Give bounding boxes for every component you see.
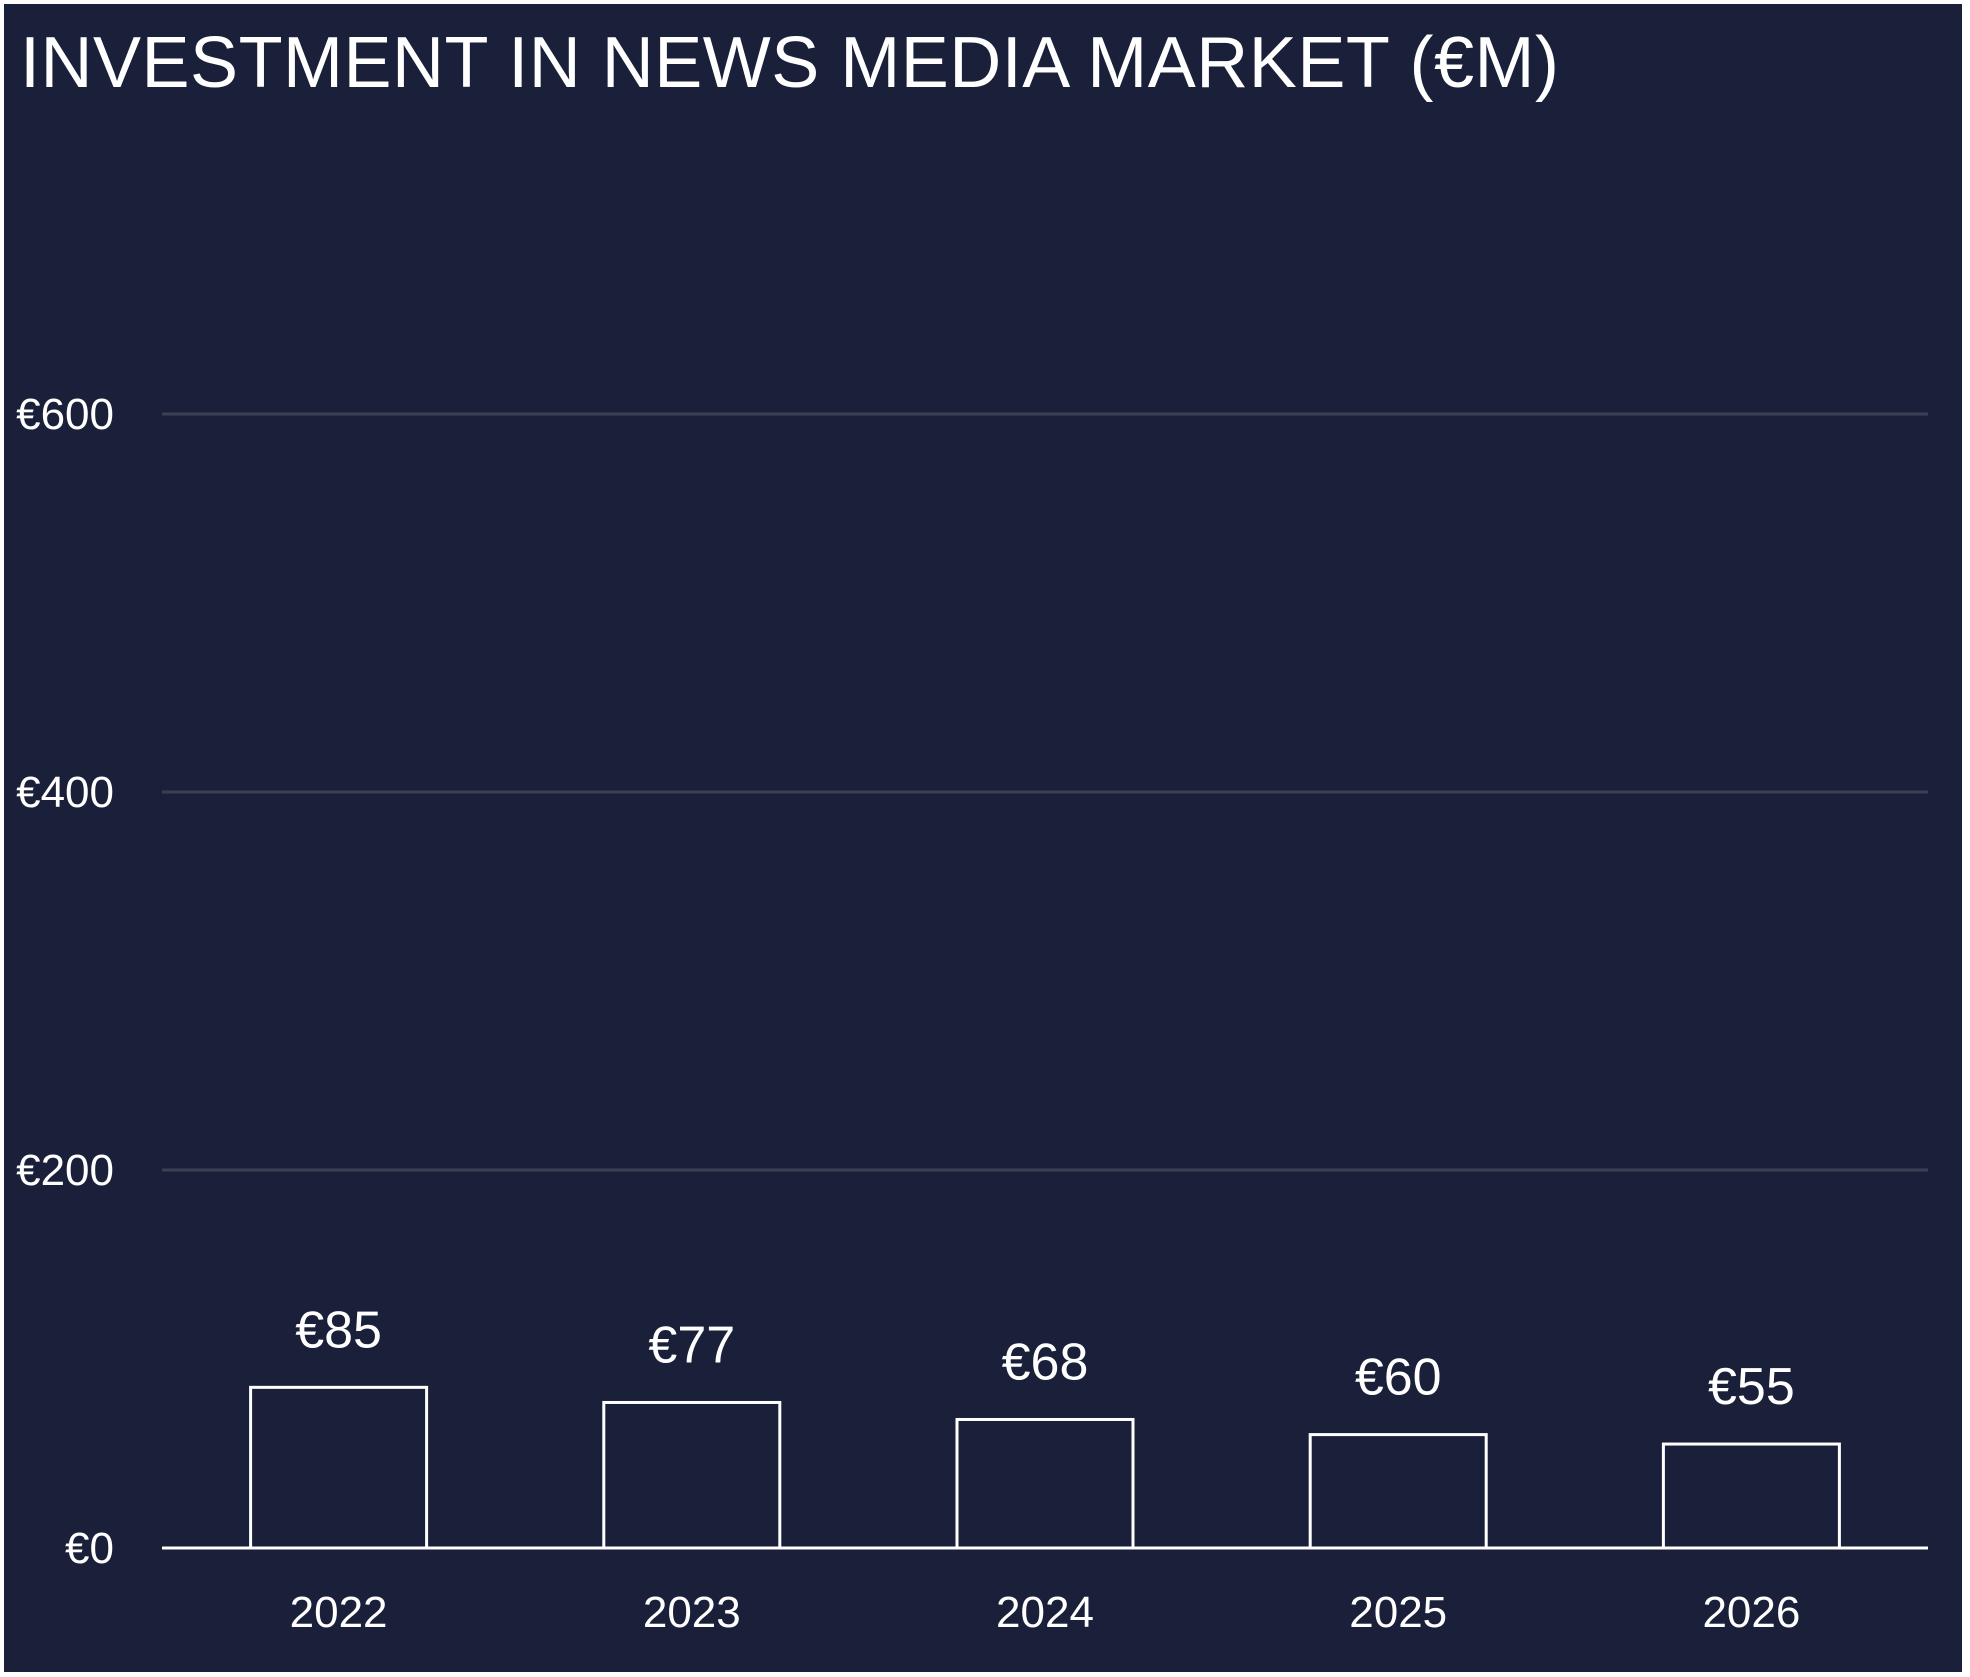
bar: [955, 1417, 1135, 1550]
chart-title: INVESTMENT IN NEWS MEDIA MARKET (€M): [20, 23, 1560, 103]
bar: [1661, 1442, 1841, 1550]
data-label: €85: [295, 1301, 382, 1359]
x-tick-label: 2024: [996, 1588, 1094, 1637]
y-tick-label: €0: [65, 1524, 114, 1573]
x-tick-labels: 2022 2023 2024 2025 2026: [290, 1588, 1801, 1637]
y-tick-label: €200: [16, 1146, 114, 1195]
bar: [1308, 1433, 1488, 1550]
x-tick-label: 2025: [1349, 1588, 1447, 1637]
bars: [249, 1385, 1841, 1550]
x-tick-label: 2026: [1702, 1588, 1800, 1637]
y-tick-label: €600: [16, 390, 114, 439]
x-tick-label: 2023: [643, 1588, 741, 1637]
data-label: €68: [1002, 1333, 1089, 1391]
grid-layer: [162, 412, 1928, 1172]
bar: [249, 1385, 429, 1550]
bar: [602, 1400, 782, 1550]
data-label: €60: [1355, 1349, 1442, 1407]
x-tick-label: 2022: [290, 1588, 388, 1637]
data-labels: €85 €77 €68 €60 €55: [295, 1301, 1795, 1416]
data-label: €77: [648, 1316, 735, 1374]
data-label: €55: [1708, 1358, 1795, 1416]
y-tick-labels: €0 €200 €400 €600: [16, 390, 114, 1573]
y-tick-label: €400: [16, 768, 114, 817]
